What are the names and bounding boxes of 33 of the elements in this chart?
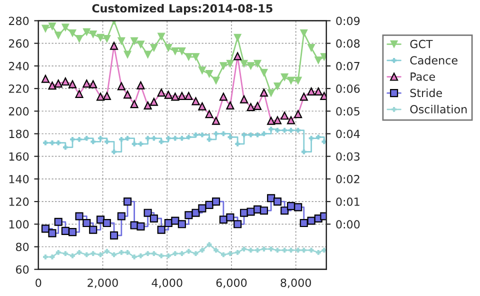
y-tick-label: 80: [16, 242, 29, 252]
x-tick-label: 0: [36, 278, 42, 287]
y-tick-label: 220: [8, 84, 29, 93]
y2-tick-label: 0:02: [336, 174, 360, 184]
y-tick-label: 60: [16, 265, 29, 274]
y-tick-label: 100: [9, 220, 29, 229]
legend-label: Stride: [410, 88, 442, 98]
y-tick-label: 140: [9, 174, 29, 184]
y-tick-label: 280: [8, 16, 29, 26]
y-tick-label: 240: [8, 62, 29, 70]
legend-label: Pace: [410, 72, 435, 81]
x-tick-label: 4,000: [152, 278, 182, 288]
y2-tick-label: 0:08: [336, 39, 360, 48]
y2-tick-label: 0:09: [336, 16, 360, 26]
legend-label: Cadence: [410, 56, 458, 65]
y-tick-label: 260: [8, 39, 29, 48]
y2-tick-label: 0:07: [336, 62, 360, 70]
legend-label: GCT: [410, 40, 433, 48]
x-tick-label: 2,000: [88, 278, 118, 288]
y2-tick-label: 0:05: [336, 107, 360, 116]
y2-tick-label: 0:03: [336, 152, 360, 161]
y-tick-label: 120: [9, 198, 29, 206]
y-tick-label: 160: [9, 152, 29, 161]
x-tick-label: 6,000: [216, 278, 247, 288]
x-tick-label: 8,000: [280, 278, 311, 288]
legend-label: Oscillation: [410, 104, 467, 114]
chart-title: Customized Laps:2014-08-15: [92, 4, 272, 15]
y2-tick-label: 0:06: [336, 84, 360, 93]
y-tick-label: 180: [9, 130, 29, 138]
y2-tick-label: 0:01: [336, 198, 360, 206]
y2-tick-label: 0:04: [336, 130, 360, 138]
y-tick-label: 200: [8, 107, 29, 116]
y2-tick-label: 0:00: [336, 220, 360, 229]
